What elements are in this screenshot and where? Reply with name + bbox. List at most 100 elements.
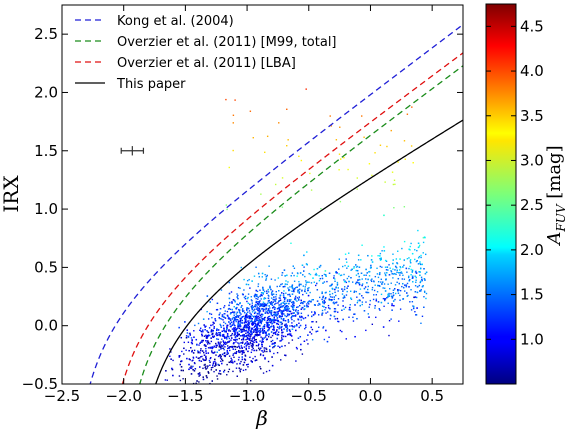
scatter-point [392,253,394,255]
scatter-point [205,347,207,350]
scatter-point [219,308,222,310]
scatter-point [384,266,387,268]
scatter-point [240,266,242,269]
scatter-point [236,346,238,348]
scatter-point [370,280,373,283]
scatter-point [238,337,240,340]
scatter-point [398,282,400,285]
scatter-point [294,325,296,327]
scatter-point [237,320,240,322]
colorbar-tick-label: 1.5 [520,286,544,304]
scatter-point [284,354,286,356]
scatter-point [336,281,339,284]
scatter-point [333,298,335,301]
scatter-point [394,284,397,286]
scatter-point [281,345,283,348]
scatter-point [314,304,316,306]
scatter-point [233,339,235,341]
scatter-point [288,302,290,305]
scatter-point [228,281,231,284]
scatter-point [281,334,283,337]
scatter-point [408,275,410,277]
scatter-point [198,381,200,383]
scatter-point [370,264,372,267]
scatter-point [331,292,334,295]
scatter-point [223,316,225,318]
scatter-point [422,237,425,239]
scatter-point [311,311,313,313]
scatter-point [268,295,270,297]
scatter-point [277,310,280,312]
scatter-point [339,329,342,332]
scatter-point [220,344,223,347]
scatter-point [257,317,259,320]
scatter-point [204,366,206,369]
scatter-point [223,352,226,355]
scatter-point [390,270,392,272]
scatter-point [381,250,383,252]
scatter-point [270,297,273,299]
scatter-point [288,300,291,303]
scatter-point [265,279,267,281]
scatter-point [234,333,237,335]
scatter-point [232,316,234,319]
scatter-point [274,279,276,281]
scatter-point [233,314,235,316]
scatter-point [380,257,382,259]
scatter-point [198,359,201,362]
scatter-point [283,328,285,330]
scatter-point [228,316,230,319]
scatter-point [329,115,331,117]
scatter-point [388,334,390,337]
scatter-point [240,328,242,331]
scatter-point [274,306,276,309]
scatter-point [397,161,399,163]
scatter-point [342,265,344,268]
scatter-point [281,315,283,317]
scatter-point [251,340,254,342]
scatter-point [411,252,414,255]
scatter-point [405,284,408,286]
scatter-point [420,322,422,324]
scatter-point [276,337,278,340]
scatter-point [284,307,286,310]
scatter-point [212,336,214,338]
scatter-point [267,326,269,328]
scatter-point [341,309,343,311]
scatter-point [245,335,248,337]
scatter-point [285,335,287,338]
scatter-point [322,295,325,298]
scatter-point [289,325,291,327]
scatter-point [216,344,218,347]
scatter-point [260,336,262,338]
scatter-point [283,310,285,312]
legend: Kong et al. (2004)Overzier et al. (2011)… [75,14,337,92]
scatter-point [239,312,241,314]
scatter-point [215,333,217,335]
scatter-point [251,360,253,363]
scatter-point [329,285,331,287]
scatter-point [375,300,378,302]
scatter-point [274,300,276,302]
scatter-point [386,266,389,268]
scatter-point [234,336,237,339]
scatter-point [266,322,269,324]
scatter-point [244,316,247,318]
scatter-point [204,359,207,361]
scatter-point [251,304,253,307]
scatter-point [365,278,367,280]
scatter-point [414,271,417,273]
scatter-point [308,300,311,302]
scatter-point [255,304,257,306]
scatter-point [334,288,336,291]
scatter-point [279,321,282,323]
scatter-point [322,296,324,299]
scatter-point [241,319,243,322]
scatter-point [406,113,409,115]
scatter-point [328,299,331,301]
error-bar [120,146,145,156]
scatter-point [393,288,396,290]
scatter-point [373,280,375,283]
scatter-point [251,300,253,302]
scatter-point [394,298,396,301]
